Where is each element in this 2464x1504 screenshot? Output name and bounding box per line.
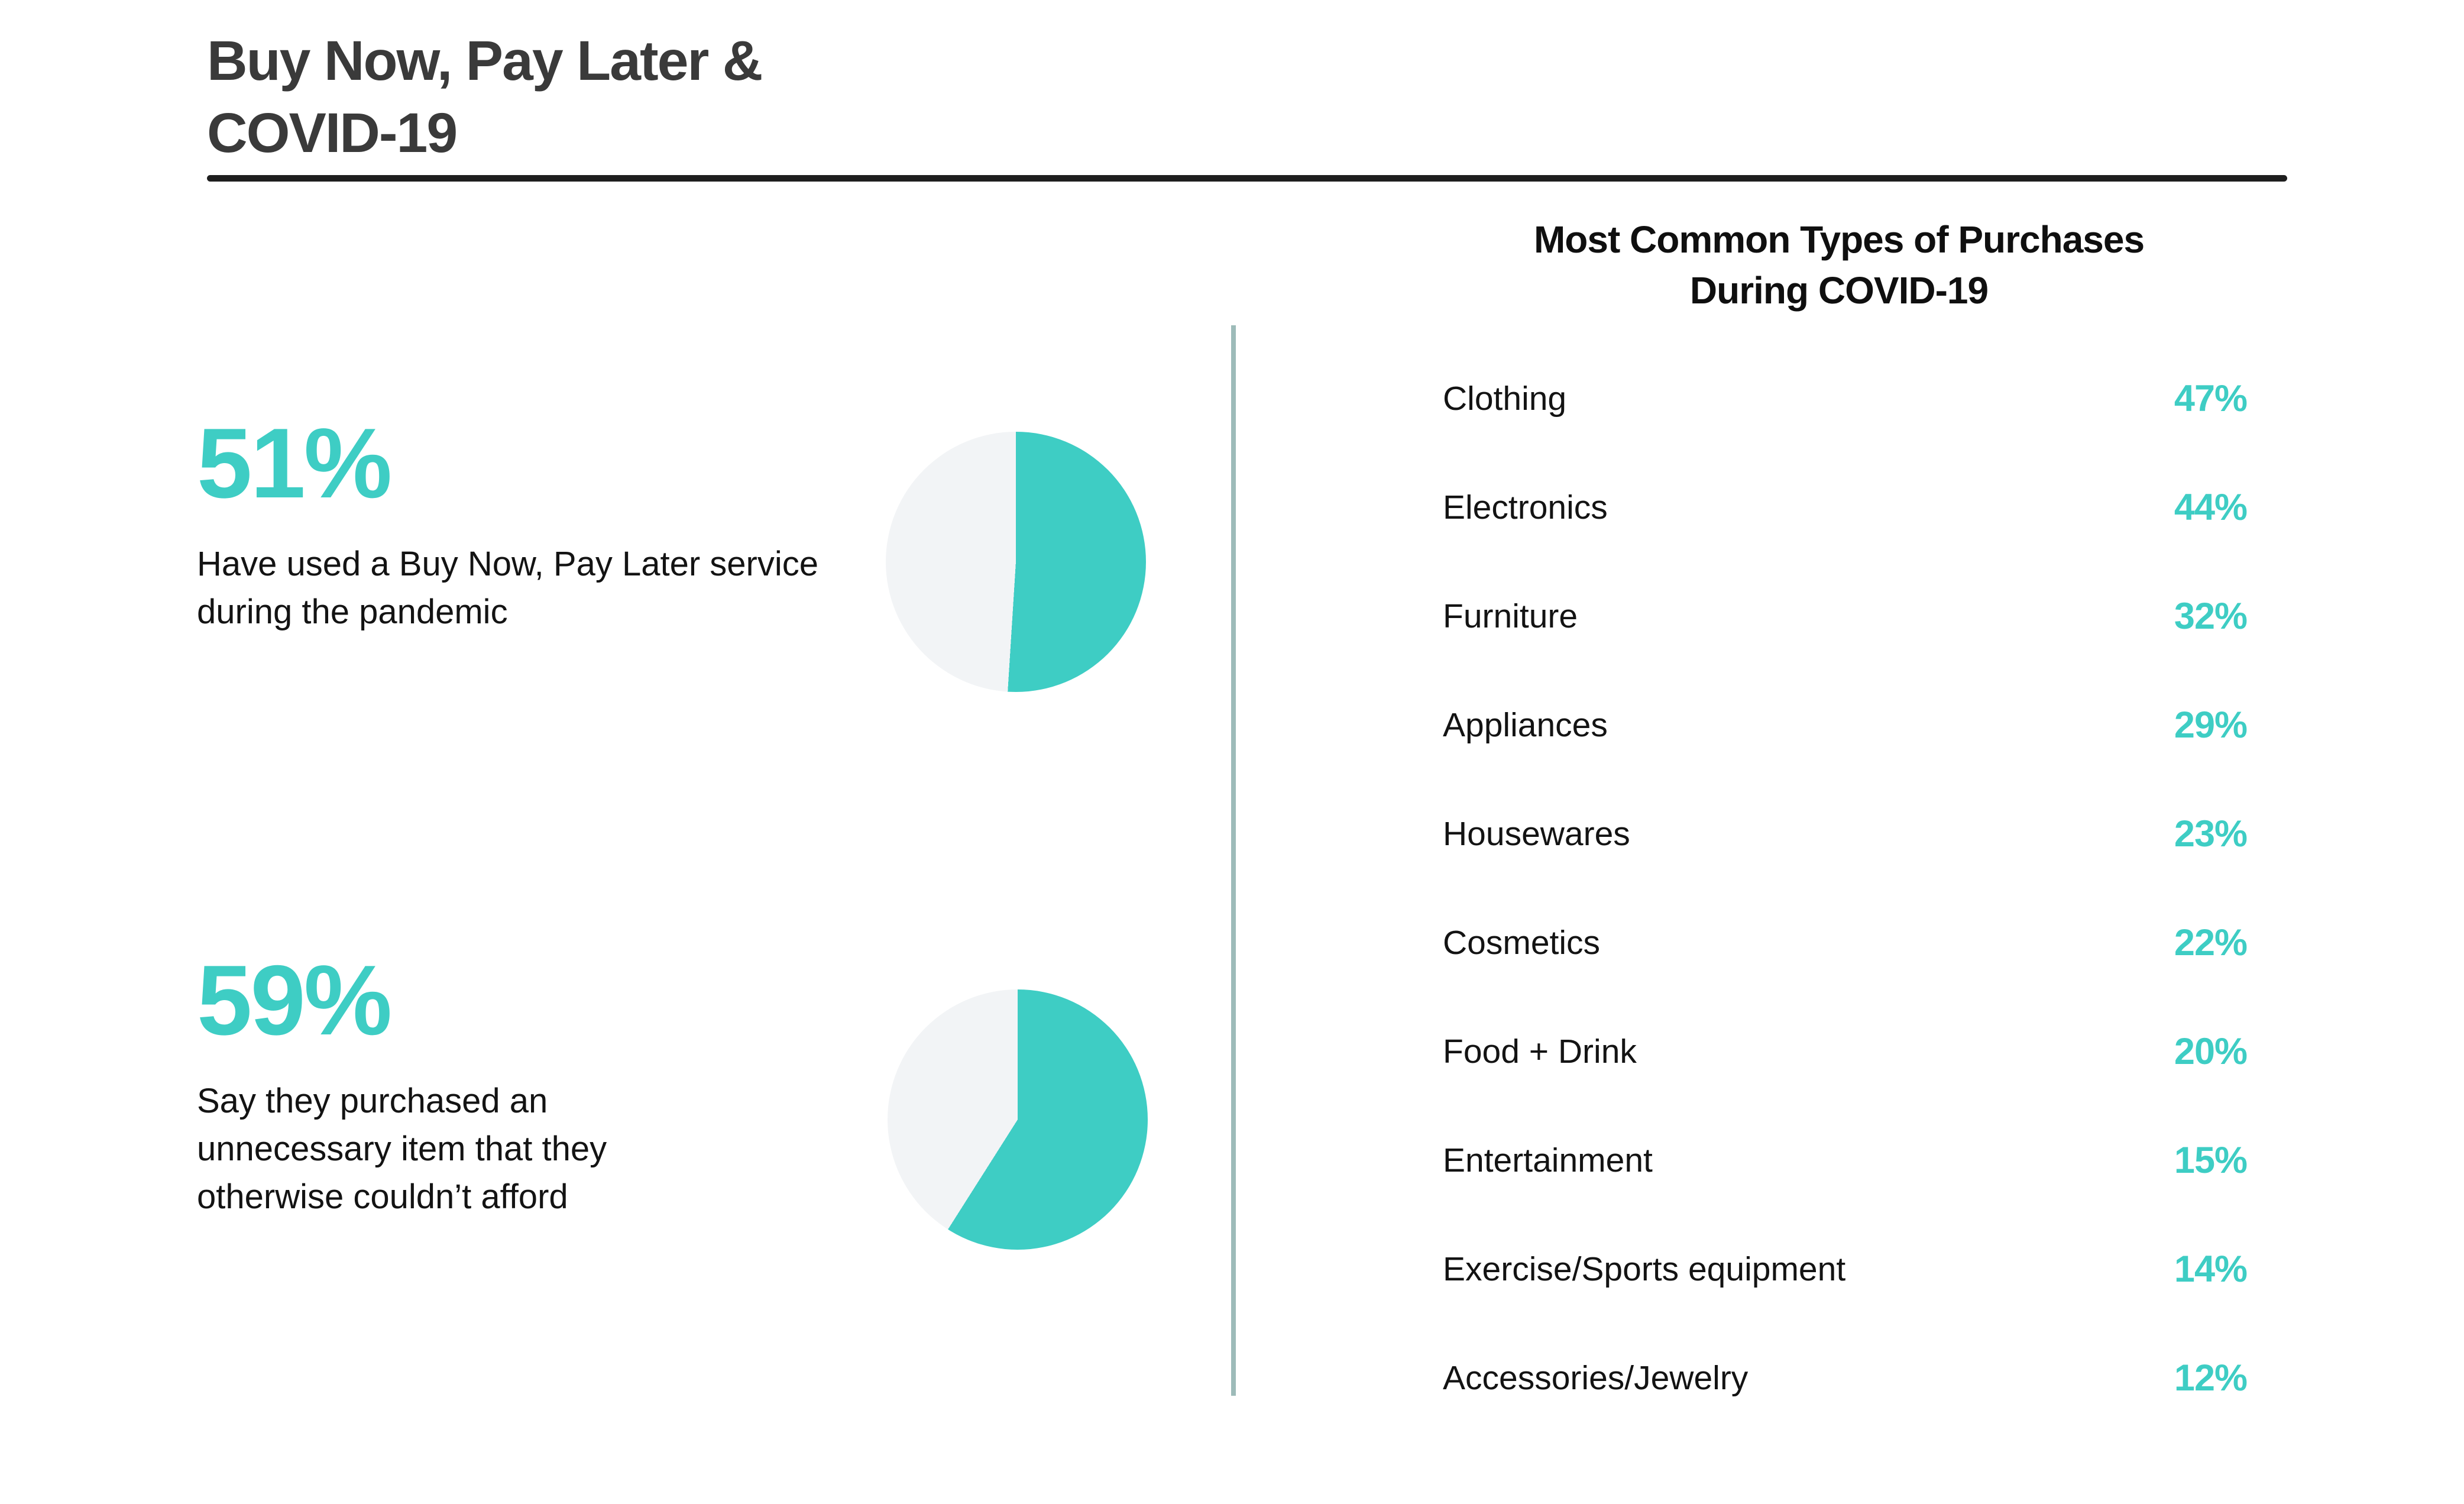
purchase-value: 47% bbox=[2174, 378, 2248, 419]
pie-chart-bnpl-usage bbox=[886, 432, 1146, 692]
purchases-title-line2: During COVID-19 bbox=[1689, 269, 1989, 312]
purchase-label: Housewares bbox=[1443, 815, 1630, 853]
purchase-value: 20% bbox=[2174, 1031, 2248, 1072]
purchase-value: 29% bbox=[2174, 704, 2248, 746]
purchase-value: 15% bbox=[2174, 1140, 2248, 1181]
purchase-label: Food + Drink bbox=[1443, 1033, 1637, 1070]
pie-chart-unnecessary-purchase bbox=[888, 989, 1148, 1250]
purchase-value: 12% bbox=[2174, 1357, 2248, 1399]
list-item: Furniture 32% bbox=[1443, 562, 2248, 671]
purchases-list: Clothing 47% Electronics 44% Furniture 3… bbox=[1443, 344, 2248, 1432]
stat-bnpl-usage-description: Have used a Buy Now, Pay Later service d… bbox=[197, 545, 818, 632]
purchase-value: 22% bbox=[2174, 922, 2248, 963]
title-underline bbox=[207, 175, 2287, 182]
purchases-section-title: Most Common Types of Purchases During CO… bbox=[1390, 214, 2288, 316]
purchase-value: 23% bbox=[2174, 813, 2248, 855]
list-item: Food + Drink 20% bbox=[1443, 997, 2248, 1106]
page-title: Buy Now, Pay Later & COVID-19 bbox=[207, 25, 763, 169]
list-item: Exercise/Sports equipment 14% bbox=[1443, 1215, 2248, 1324]
stat-unnecessary-purchase: 59% Say they purchased an unnecessary it… bbox=[197, 948, 865, 1221]
list-item: Electronics 44% bbox=[1443, 453, 2248, 562]
list-item: Clothing 47% bbox=[1443, 344, 2248, 453]
page-title-line1: Buy Now, Pay Later & bbox=[207, 30, 763, 92]
stat-bnpl-usage: 51% Have used a Buy Now, Pay Later servi… bbox=[197, 411, 865, 636]
purchase-label: Entertainment bbox=[1443, 1141, 1653, 1179]
list-item: Appliances 29% bbox=[1443, 671, 2248, 780]
purchase-label: Appliances bbox=[1443, 706, 1608, 744]
purchase-label: Accessories/Jewelry bbox=[1443, 1359, 1749, 1397]
page-title-line2: COVID-19 bbox=[207, 102, 458, 164]
purchase-value: 44% bbox=[2174, 487, 2248, 528]
purchase-label: Cosmetics bbox=[1443, 924, 1601, 962]
purchase-value: 14% bbox=[2174, 1249, 2248, 1290]
purchases-title-line1: Most Common Types of Purchases bbox=[1533, 218, 2145, 261]
divider-line bbox=[1231, 325, 1236, 1396]
list-item: Housewares 23% bbox=[1443, 780, 2248, 888]
stat-unnecessary-purchase-value: 59% bbox=[197, 945, 392, 1056]
stat-bnpl-usage-value: 51% bbox=[197, 407, 392, 519]
purchase-label: Exercise/Sports equipment bbox=[1443, 1250, 1846, 1288]
list-item: Cosmetics 22% bbox=[1443, 888, 2248, 997]
list-item: Accessories/Jewelry 12% bbox=[1443, 1324, 2248, 1432]
list-item: Entertainment 15% bbox=[1443, 1106, 2248, 1215]
purchase-value: 32% bbox=[2174, 596, 2248, 637]
purchase-label: Electronics bbox=[1443, 489, 1608, 526]
purchase-label: Furniture bbox=[1443, 597, 1578, 635]
stat-unnecessary-purchase-description: Say they purchased an unnecessary item t… bbox=[197, 1082, 607, 1217]
purchase-label: Clothing bbox=[1443, 380, 1567, 418]
